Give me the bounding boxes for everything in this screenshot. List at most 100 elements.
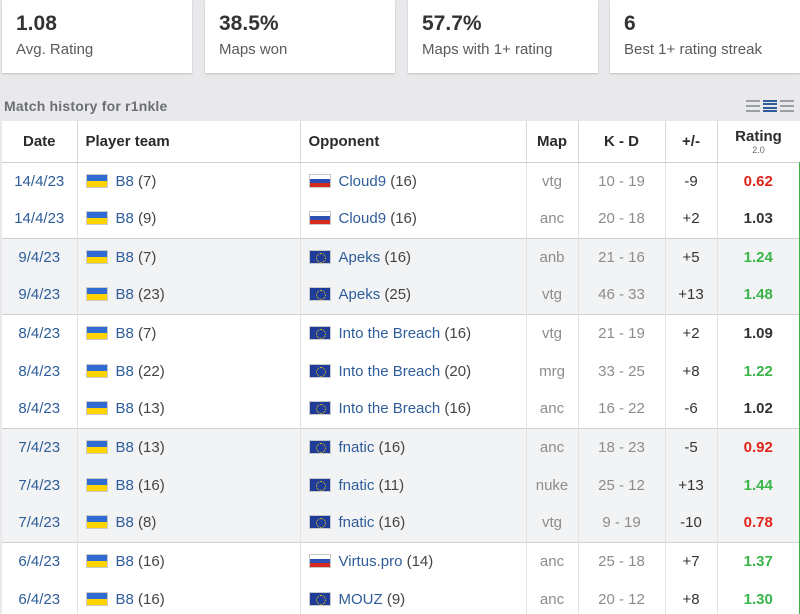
opponent-score: (14) (406, 552, 434, 570)
list-wide-icon[interactable] (780, 100, 794, 112)
opponent-cell: Virtus.pro (14) (300, 541, 527, 580)
table-row[interactable]: 7/4/23 B8 (16) fnatic (11) nuke 25 - 12 +13 1.… (2, 466, 800, 504)
table-row[interactable]: 7/4/23 B8 (13) fnatic (16) anc 18 - 23 -5 0.92 (2, 427, 800, 466)
player-team-cell: B8 (13) (77, 390, 301, 428)
opponent-link[interactable]: Into the Breach (338, 324, 441, 342)
rating-value: 1.09 (717, 313, 800, 352)
list-normal-icon[interactable] (763, 100, 777, 112)
match-date-link[interactable]: 6/4/23 (2, 541, 78, 580)
player-team-link[interactable]: B8 (115, 438, 134, 456)
player-team-cell: B8 (7) (77, 162, 301, 200)
ukraine-flag-icon (85, 439, 108, 454)
player-team-cell: B8 (13) (77, 427, 301, 466)
match-date-link[interactable]: 6/4/23 (2, 580, 78, 614)
opponent-score: (16) (378, 438, 406, 456)
kill-death: 16 - 22 (578, 390, 666, 428)
col-opponent[interactable]: Opponent (300, 121, 527, 163)
table-row[interactable]: 14/4/23 B8 (9) Cloud9 (16) anc 20 - 18 +2 1.03 (2, 200, 800, 238)
col-map[interactable]: Map (526, 121, 579, 163)
match-date-link[interactable]: 7/4/23 (2, 504, 78, 542)
opponent-link[interactable]: Apeks (338, 248, 381, 266)
opponent-link[interactable]: Cloud9 (338, 210, 387, 228)
col-diff[interactable]: +/- (665, 121, 718, 163)
table-row[interactable]: 8/4/23 B8 (7) Into the Breach (16) vtg 21 - … (2, 313, 800, 352)
player-team-link[interactable]: B8 (115, 172, 134, 190)
table-row[interactable]: 14/4/23 B8 (7) Cloud9 (16) vtg 10 - 19 -9 0.62 (2, 162, 800, 200)
player-team-cell: B8 (9) (77, 200, 301, 238)
kd-diff: +13 (665, 276, 718, 314)
col-player-team[interactable]: Player team (77, 121, 301, 163)
table-row[interactable]: 7/4/23 B8 (8) fnatic (16) vtg 9 - 19 -10 0.78 (2, 504, 800, 542)
player-team-link[interactable]: B8 (115, 286, 134, 304)
table-row[interactable]: 9/4/23 B8 (23) Apeks (25) vtg 46 - 33 +13 1.48 (2, 276, 800, 314)
player-team-score: (16) (138, 590, 165, 608)
table-row[interactable]: 6/4/23 B8 (16) MOUZ (9) anc 20 - 12 +8 1.30 (2, 580, 800, 614)
player-team-link[interactable]: B8 (115, 514, 134, 532)
player-team-link[interactable]: B8 (115, 552, 134, 570)
map-name: vtg (526, 162, 579, 200)
opponent-cell: Into the Breach (20) (300, 352, 527, 390)
opponent-link[interactable]: fnatic (338, 438, 375, 456)
player-team-score: (9) (138, 210, 157, 228)
eu-flag-icon (308, 325, 331, 340)
player-team-link[interactable]: B8 (115, 400, 134, 418)
ukraine-flag-icon (85, 477, 108, 492)
kill-death: 33 - 25 (578, 352, 666, 390)
match-date-link[interactable]: 9/4/23 (2, 276, 78, 314)
opponent-link[interactable]: fnatic (338, 476, 375, 494)
rating-value: 1.37 (717, 541, 800, 580)
match-date-link[interactable]: 8/4/23 (2, 390, 78, 428)
col-rating[interactable]: Rating 2.0 (717, 121, 800, 163)
list-compact-icon[interactable] (746, 100, 760, 112)
table-row[interactable]: 8/4/23 B8 (13) Into the Breach (16) anc 16 -… (2, 390, 800, 428)
table-row[interactable]: 8/4/23 B8 (22) Into the Breach (20) mrg 33 -… (2, 352, 800, 390)
player-team-score: (13) (138, 438, 165, 456)
opponent-score: (25) (384, 286, 412, 304)
player-team-score: (7) (138, 324, 157, 342)
rating-value: 0.78 (717, 504, 800, 542)
ukraine-flag-icon (85, 325, 108, 340)
col-date[interactable]: Date (2, 121, 78, 163)
player-team-score: (7) (138, 172, 157, 190)
player-team-link[interactable]: B8 (115, 362, 134, 380)
player-team-link[interactable]: B8 (115, 324, 134, 342)
eu-flag-icon (308, 477, 331, 492)
match-date-link[interactable]: 8/4/23 (2, 352, 78, 390)
opponent-link[interactable]: MOUZ (338, 590, 383, 608)
opponent-score: (11) (378, 476, 405, 494)
match-date-link[interactable]: 9/4/23 (2, 237, 78, 276)
opponent-link[interactable]: Virtus.pro (338, 552, 403, 570)
player-team-link[interactable]: B8 (115, 248, 134, 266)
kill-death: 25 - 12 (578, 466, 666, 504)
match-date-link[interactable]: 14/4/23 (2, 162, 78, 200)
match-date-link[interactable]: 8/4/23 (2, 313, 78, 352)
match-date-link[interactable]: 14/4/23 (2, 200, 78, 238)
table-row[interactable]: 9/4/23 B8 (7) Apeks (16) anb 21 - 16 +5 1.24 (2, 237, 800, 276)
match-date-link[interactable]: 7/4/23 (2, 427, 78, 466)
map-name: anc (526, 390, 579, 428)
opponent-link[interactable]: Apeks (338, 286, 381, 304)
eu-flag-icon (308, 439, 331, 454)
opponent-link[interactable]: fnatic (338, 514, 375, 532)
opponent-link[interactable]: Into the Breach (338, 400, 441, 418)
player-team-link[interactable]: B8 (115, 590, 134, 608)
col-kd[interactable]: K - D (578, 121, 666, 163)
player-team-link[interactable]: B8 (115, 210, 134, 228)
ukraine-flag-icon (85, 363, 108, 378)
player-team-link[interactable]: B8 (115, 476, 134, 494)
table-row[interactable]: 6/4/23 B8 (16) Virtus.pro (14) anc 25 - 18 +7… (2, 541, 800, 580)
opponent-score: (16) (390, 210, 417, 228)
kd-diff: -6 (665, 390, 718, 428)
match-date-link[interactable]: 7/4/23 (2, 466, 78, 504)
player-team-score: (22) (138, 362, 165, 380)
opponent-link[interactable]: Into the Breach (338, 362, 441, 380)
opponent-link[interactable]: Cloud9 (338, 172, 387, 190)
player-team-cell: B8 (23) (77, 276, 301, 314)
ukraine-flag-icon (85, 173, 108, 188)
player-team-score: (8) (138, 514, 157, 532)
kd-diff: +2 (665, 313, 718, 352)
opponent-cell: Into the Breach (16) (300, 313, 527, 352)
kill-death: 20 - 18 (578, 200, 666, 238)
kill-death: 46 - 33 (578, 276, 666, 314)
opponent-score: (16) (390, 172, 417, 190)
